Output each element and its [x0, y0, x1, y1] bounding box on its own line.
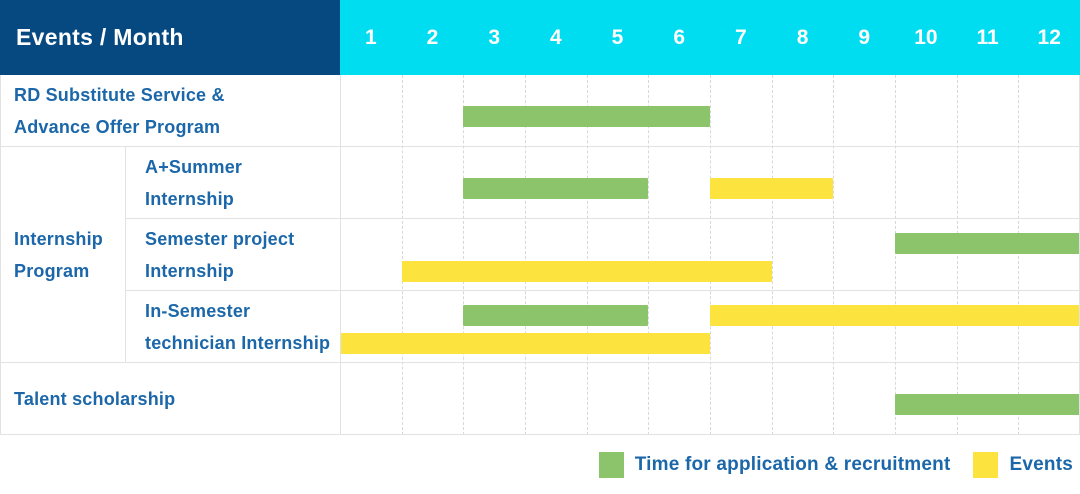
month-gridline — [1018, 75, 1020, 435]
recruitment-bar — [463, 178, 649, 199]
month-gridline — [710, 75, 711, 435]
recruitment-bar — [895, 394, 1080, 415]
month-header-row: 1 2 3 4 5 6 7 8 9 10 11 12 — [340, 0, 1080, 75]
grid-layer — [340, 75, 1080, 435]
gantt-row — [340, 363, 1080, 435]
legend: Time for application & recruitment Event… — [598, 452, 1073, 478]
month-header-label: 10 — [914, 25, 938, 49]
table-corner-header: Events / Month — [0, 0, 340, 75]
month-gridline — [586, 75, 588, 435]
recruitment-bar — [463, 106, 710, 127]
month-gridline — [525, 75, 526, 435]
month-header-label: 8 — [796, 25, 809, 49]
month-gridline — [833, 75, 835, 435]
month-gridline — [956, 75, 958, 435]
event-bar — [340, 333, 710, 354]
gantt-row — [340, 219, 1080, 291]
month-gridline — [463, 75, 465, 435]
month-header-label: 11 — [976, 25, 999, 49]
row-divider — [125, 290, 1080, 291]
recruitment-bar — [463, 305, 649, 326]
legend-item-events: Events — [973, 452, 1073, 478]
recruitment-bar — [895, 233, 1080, 254]
event-bar — [401, 261, 772, 282]
table-bottom-border — [0, 434, 1080, 435]
month-header-label: 3 — [488, 25, 501, 49]
month-header-label: 4 — [550, 25, 562, 49]
month-gridline — [401, 75, 403, 435]
row-divider — [125, 218, 1080, 219]
month-gridline — [648, 75, 650, 435]
month-gridline — [895, 75, 896, 435]
row-label-rd-substitute: RD Substitute Service & Advance Offer Pr… — [14, 85, 225, 137]
month-header-label: 12 — [1037, 25, 1061, 49]
table-left-border — [0, 75, 1, 435]
legend-label-recruitment: Time for application & recruitment — [634, 454, 951, 475]
month-header-label: 6 — [673, 25, 686, 49]
row-divider — [0, 362, 1080, 363]
legend-label-events: Events — [1009, 454, 1073, 475]
month-header-label: 9 — [858, 25, 871, 49]
event-bar — [710, 305, 1080, 326]
month-header-label: 1 — [364, 25, 377, 49]
row-label-a-plus-summer: A+Summer Internship — [145, 157, 243, 209]
month-gridline — [771, 75, 773, 435]
row-label-semester-project: Semester project Internship — [145, 229, 295, 281]
legend-item-recruitment: Time for application & recruitment — [598, 452, 951, 478]
gantt-row — [340, 147, 1080, 219]
events-color-swatch — [973, 452, 999, 478]
row-divider — [0, 146, 1080, 147]
recruitment-color-swatch — [598, 452, 624, 478]
event-bar — [710, 178, 834, 199]
gantt-row — [340, 291, 1080, 363]
row-label-talent-scholarship: Talent scholarship — [14, 389, 176, 409]
table-corner-title: Events / Month — [16, 24, 184, 50]
month-header-label: 5 — [611, 25, 624, 49]
row-label-in-semester-technician: In-Semester technician Internship — [145, 301, 331, 353]
month-header-label: 7 — [735, 25, 747, 49]
label-chart-divider — [340, 75, 341, 435]
subcolumn-divider — [125, 147, 126, 363]
gantt-row — [340, 75, 1080, 147]
month-header-label: 2 — [426, 25, 439, 49]
group-label-internship-program: Internship Program — [14, 229, 104, 281]
